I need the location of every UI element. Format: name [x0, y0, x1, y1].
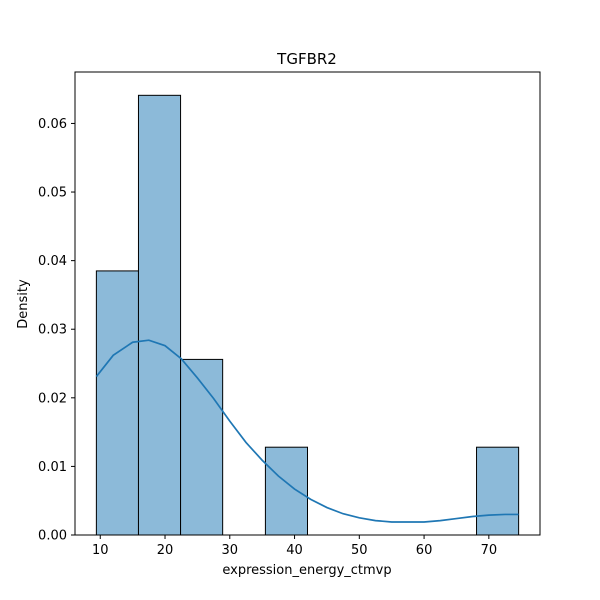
x-tick-label: 10: [92, 543, 109, 558]
x-tick-label: 60: [416, 543, 433, 558]
histogram-bar-1: [137, 94, 182, 536]
x-axis-ticks: 10 20 30 40 50 60 70: [92, 535, 497, 558]
histogram-bar-0: [95, 270, 139, 536]
histogram-bar-4: [264, 446, 308, 536]
x-axis-label: expression_energy_ctmvp: [222, 563, 391, 578]
y-tick-label: 0.06: [38, 117, 67, 132]
y-tick-label: 0.01: [38, 460, 67, 475]
y-tick-label: 0.05: [38, 186, 67, 201]
x-tick-label: 40: [286, 543, 303, 558]
histogram-bar-2: [180, 358, 224, 536]
x-tick-label: 50: [351, 543, 368, 558]
chart-title: TGFBR2: [276, 50, 337, 68]
x-tick-label: 70: [481, 543, 498, 558]
histogram-bars: [95, 94, 520, 536]
y-tick-label: 0.03: [38, 323, 67, 338]
y-tick-label: 0.02: [38, 391, 67, 406]
kde-curve: [95, 339, 519, 523]
y-tick-label: 0.00: [38, 529, 67, 544]
y-axis-label: Density: [16, 279, 31, 329]
y-axis-ticks: 0.00 0.01 0.02 0.03 0.04 0.05 0.06: [38, 117, 75, 544]
histogram-bar-9: [476, 446, 520, 536]
y-tick-label: 0.04: [38, 254, 67, 269]
x-tick-label: 20: [157, 543, 174, 558]
plot-frame: [74, 71, 541, 536]
x-tick-label: 30: [222, 543, 239, 558]
